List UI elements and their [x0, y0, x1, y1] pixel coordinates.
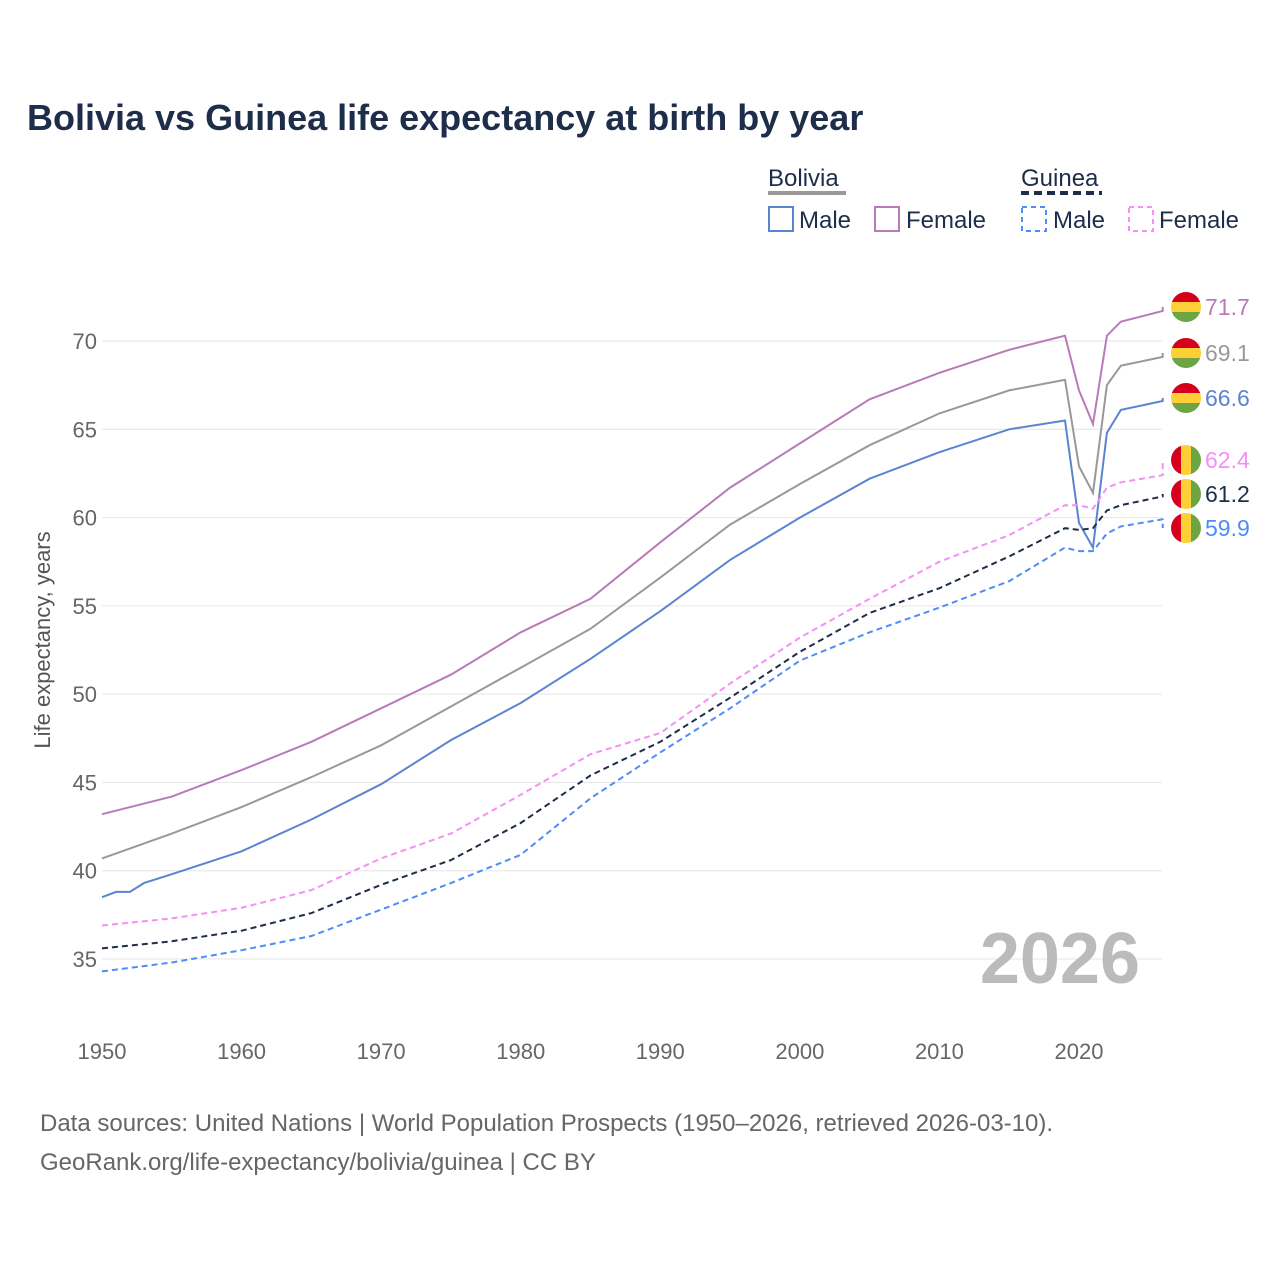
y-tick-label: 55: [73, 594, 97, 619]
legend-swatch-bolivia-male: [768, 206, 794, 232]
legend-swatch-bolivia-female: [874, 206, 900, 232]
x-axis-ticks: 1950 1960 1970 1980 1990 2000 2010 2020: [78, 1039, 1104, 1064]
end-value-label: 69.1: [1205, 340, 1250, 366]
end-value-label: 62.4: [1205, 447, 1250, 473]
end-labels: 71.7 69.1 66.6 62.4 61.2 59.9: [1171, 292, 1250, 543]
legend-label-bolivia-female: Female: [906, 207, 986, 234]
series-line-bolivia-female: [101, 306, 1164, 816]
gridlines: [102, 340, 1162, 960]
legend-label-guinea-male: Male: [1053, 207, 1105, 234]
series-line-bolivia-total: [101, 352, 1164, 860]
y-tick-label: 60: [73, 506, 97, 531]
x-tick-label: 1970: [357, 1039, 406, 1064]
y-tick-label: 65: [73, 417, 97, 442]
x-tick-label: 2000: [775, 1039, 824, 1064]
legend-swatch-guinea-male: [1021, 206, 1047, 232]
x-tick-label: 1990: [636, 1039, 685, 1064]
series-line-guinea-female: [101, 459, 1164, 927]
guinea-flag-icon: [1171, 513, 1201, 543]
y-tick-label: 35: [73, 947, 97, 972]
chart-title: Bolivia vs Guinea life expectancy at bir…: [27, 97, 863, 138]
y-tick-label: 40: [73, 859, 97, 884]
end-value-label: 61.2: [1205, 481, 1250, 507]
x-tick-label: 2010: [915, 1039, 964, 1064]
x-tick-label: 1950: [78, 1039, 127, 1064]
x-tick-label: 2020: [1055, 1039, 1104, 1064]
end-value-label: 66.6: [1205, 385, 1250, 411]
bolivia-flag-icon: [1171, 292, 1201, 322]
bolivia-flag-icon: [1171, 338, 1201, 368]
legend-group-guinea: Guinea: [1021, 165, 1099, 192]
series-lines: [101, 306, 1164, 973]
legend-label-bolivia-male: Male: [799, 207, 851, 234]
bolivia-flag-icon: [1171, 383, 1201, 413]
guinea-flag-icon: [1171, 445, 1201, 475]
legend-swatch-guinea-female: [1128, 206, 1154, 232]
x-tick-label: 1980: [496, 1039, 545, 1064]
end-value-label: 59.9: [1205, 515, 1250, 541]
footer-url: GeoRank.org/life-expectancy/bolivia/guin…: [40, 1149, 596, 1176]
legend-group-bolivia: Bolivia: [768, 165, 839, 192]
legend: Bolivia Male Female Guinea Male Female: [768, 165, 1239, 234]
y-tick-label: 50: [73, 682, 97, 707]
y-tick-label: 70: [73, 329, 97, 354]
y-tick-label: 45: [73, 770, 97, 795]
y-axis-ticks: 35 40 45 50 55 60 65 70: [73, 329, 97, 972]
footer-source: Data sources: United Nations | World Pop…: [40, 1110, 1053, 1137]
end-value-label: 71.7: [1205, 294, 1250, 320]
legend-label-guinea-female: Female: [1159, 207, 1239, 234]
x-tick-label: 1960: [217, 1039, 266, 1064]
y-axis-label: Life expectancy, years: [30, 531, 55, 748]
series-line-guinea-total: [101, 493, 1164, 950]
year-watermark: 2026: [980, 919, 1140, 999]
series-line-bolivia-male: [101, 397, 1164, 899]
guinea-flag-icon: [1171, 479, 1201, 509]
